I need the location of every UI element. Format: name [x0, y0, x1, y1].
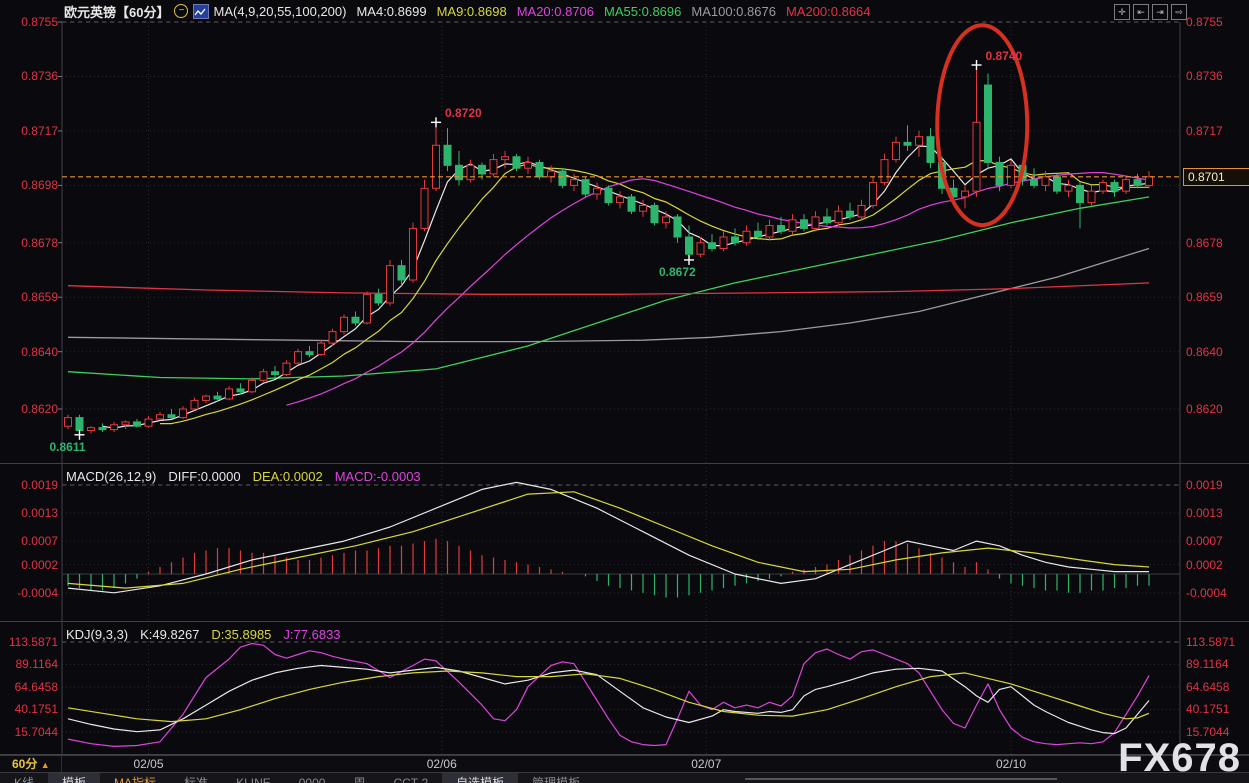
main-left-tick[interactable]: 0.8640 — [0, 345, 58, 359]
period-label: 60分 — [12, 757, 37, 771]
main-right-tick[interactable]: 0.8659 — [1186, 290, 1223, 304]
tabbar-scrollbar[interactable] — [745, 778, 1057, 780]
time-axis-bar: 60分 ▲ 02/05 02/06 02/07 02/10 — [0, 755, 1249, 772]
main-left-tick[interactable]: 0.8698 — [0, 178, 58, 192]
extreme-price-label[interactable]: 0.8611 — [50, 440, 86, 454]
extreme-price-label[interactable]: 0.8740 — [986, 49, 1023, 63]
compress-axis-icon[interactable]: ⇤ — [1133, 4, 1149, 20]
macd-dea-value: DEA:0.0002 — [253, 469, 323, 484]
legend-item: MA200:0.8664 — [786, 4, 871, 19]
macd-left-tick[interactable]: 0.0007 — [0, 534, 58, 548]
kdj-k-value: K:49.8267 — [140, 627, 199, 642]
kdj-right-tick[interactable]: 89.1164 — [1186, 657, 1229, 671]
kdj-left-tick[interactable]: 15.7044 — [0, 725, 58, 739]
macd-macd-value: MACD:-0.0003 — [335, 469, 421, 484]
macd-right-tick[interactable]: 0.0002 — [1186, 558, 1223, 572]
chart-canvas[interactable] — [0, 0, 1249, 783]
symbol-title: 欧元英镑 — [64, 2, 116, 21]
watermark-logo: FX678 — [1118, 736, 1241, 781]
date-tick-label: 02/07 — [691, 757, 721, 771]
main-right-tick[interactable]: 0.8717 — [1186, 124, 1223, 138]
bottom-tab[interactable]: 0000 — [285, 773, 340, 783]
exit-panel-icon[interactable]: ⇨ — [1171, 4, 1187, 20]
legend-item: MA(4,9,20,55,100,200) — [213, 4, 346, 19]
main-right-tick[interactable]: 0.8678 — [1186, 236, 1223, 250]
bottom-tab[interactable]: MA指标 — [100, 773, 170, 783]
macd-diff-value: DIFF:0.0000 — [168, 469, 240, 484]
macd-right-tick[interactable]: 0.0007 — [1186, 534, 1223, 548]
main-left-tick[interactable]: 0.8678 — [0, 236, 58, 250]
bottom-tab[interactable]: CCT-2 — [379, 773, 442, 783]
kdj-right-tick[interactable]: 40.1751 — [1186, 702, 1229, 716]
kdj-right-tick[interactable]: 64.6458 — [1186, 680, 1229, 694]
kdj-left-tick[interactable]: 89.1164 — [0, 657, 58, 671]
macd-right-tick[interactable]: 0.0013 — [1186, 506, 1223, 520]
kdj-j-value: J:77.6833 — [283, 627, 340, 642]
main-right-tick[interactable]: 0.8620 — [1186, 402, 1223, 416]
macd-left-tick[interactable]: 0.0002 — [0, 558, 58, 572]
bottom-tab[interactable]: 模板 — [48, 773, 100, 783]
kdj-left-tick[interactable]: 40.1751 — [0, 702, 58, 716]
date-tick-label: 02/06 — [427, 757, 457, 771]
macd-left-tick[interactable]: -0.0004 — [0, 586, 58, 600]
kdj-left-tick[interactable]: 64.6458 — [0, 680, 58, 694]
macd-params: MACD(26,12,9) — [66, 469, 156, 484]
period-badge[interactable]: 【60分】 — [116, 2, 169, 21]
kdj-left-tick[interactable]: 113.5871 — [0, 635, 58, 649]
pan-crosshair-icon[interactable]: ✛ — [1114, 4, 1130, 20]
main-left-tick[interactable]: 0.8736 — [0, 69, 58, 83]
expand-axis-icon[interactable]: ⇥ — [1152, 4, 1168, 20]
kdj-right-tick[interactable]: 113.5871 — [1186, 635, 1235, 649]
bottom-tab[interactable]: 管理模板 — [518, 773, 594, 783]
legend-item: MA4:0.8699 — [356, 4, 426, 19]
macd-right-tick[interactable]: 0.0019 — [1186, 478, 1223, 492]
extreme-price-label[interactable]: 0.8672 — [659, 265, 696, 279]
kdj-header: KDJ(9,3,3) K:49.8267 D:35.8985 J:77.6833 — [66, 627, 341, 642]
date-tick-label: 02/10 — [996, 757, 1026, 771]
kdj-params: KDJ(9,3,3) — [66, 627, 128, 642]
bottom-tab[interactable]: 自选模板 — [442, 773, 518, 783]
chart-toolbar: ✛⇤⇥⇨ — [1114, 4, 1187, 20]
header-bar: 欧元英镑 【60分】 − MA(4,9,20,55,100,200) MA4:0.… — [0, 0, 1249, 22]
kdj-d-value: D:35.8985 — [211, 627, 271, 642]
main-left-tick[interactable]: 0.8717 — [0, 124, 58, 138]
legend-item: MA55:0.8696 — [604, 4, 681, 19]
bottom-tab-bar: K线模板MA指标标准KLINE0000周CCT-2自选模板管理模板 — [0, 772, 1249, 783]
main-right-tick[interactable]: 0.8736 — [1186, 69, 1223, 83]
period-arrow-icon: ▲ — [41, 760, 50, 770]
bottom-tab[interactable]: 标准 — [170, 773, 222, 783]
bottom-tab[interactable]: 周 — [339, 773, 379, 783]
macd-left-tick[interactable]: 0.0013 — [0, 506, 58, 520]
symbol-menu-icon[interactable]: − — [174, 4, 188, 18]
ma-legend: MA(4,9,20,55,100,200) MA4:0.8699 MA9:0.869… — [213, 4, 870, 19]
trading-app-window: 欧元英镑 【60分】 − MA(4,9,20,55,100,200) MA4:0.… — [0, 0, 1249, 783]
legend-item: MA100:0.8676 — [691, 4, 776, 19]
main-left-tick[interactable]: 0.8659 — [0, 290, 58, 304]
date-tick-label: 02/05 — [133, 757, 163, 771]
bottom-tab[interactable]: K线 — [0, 773, 48, 783]
main-right-tick[interactable]: 0.8640 — [1186, 345, 1223, 359]
macd-right-tick[interactable]: -0.0004 — [1186, 586, 1227, 600]
bottom-tab[interactable]: KLINE — [222, 773, 285, 783]
macd-header: MACD(26,12,9) DIFF:0.0000 DEA:0.0002 MAC… — [66, 469, 421, 484]
macd-left-tick[interactable]: 0.0019 — [0, 478, 58, 492]
period-selector[interactable]: 60分 ▲ — [0, 756, 62, 772]
current-price-box: 0.8701 — [1183, 168, 1249, 186]
legend-item: MA9:0.8698 — [437, 4, 507, 19]
chart-type-icon[interactable] — [193, 4, 209, 19]
legend-item: MA20:0.8706 — [517, 4, 594, 19]
extreme-price-label[interactable]: 0.8720 — [445, 106, 482, 120]
main-left-tick[interactable]: 0.8620 — [0, 402, 58, 416]
